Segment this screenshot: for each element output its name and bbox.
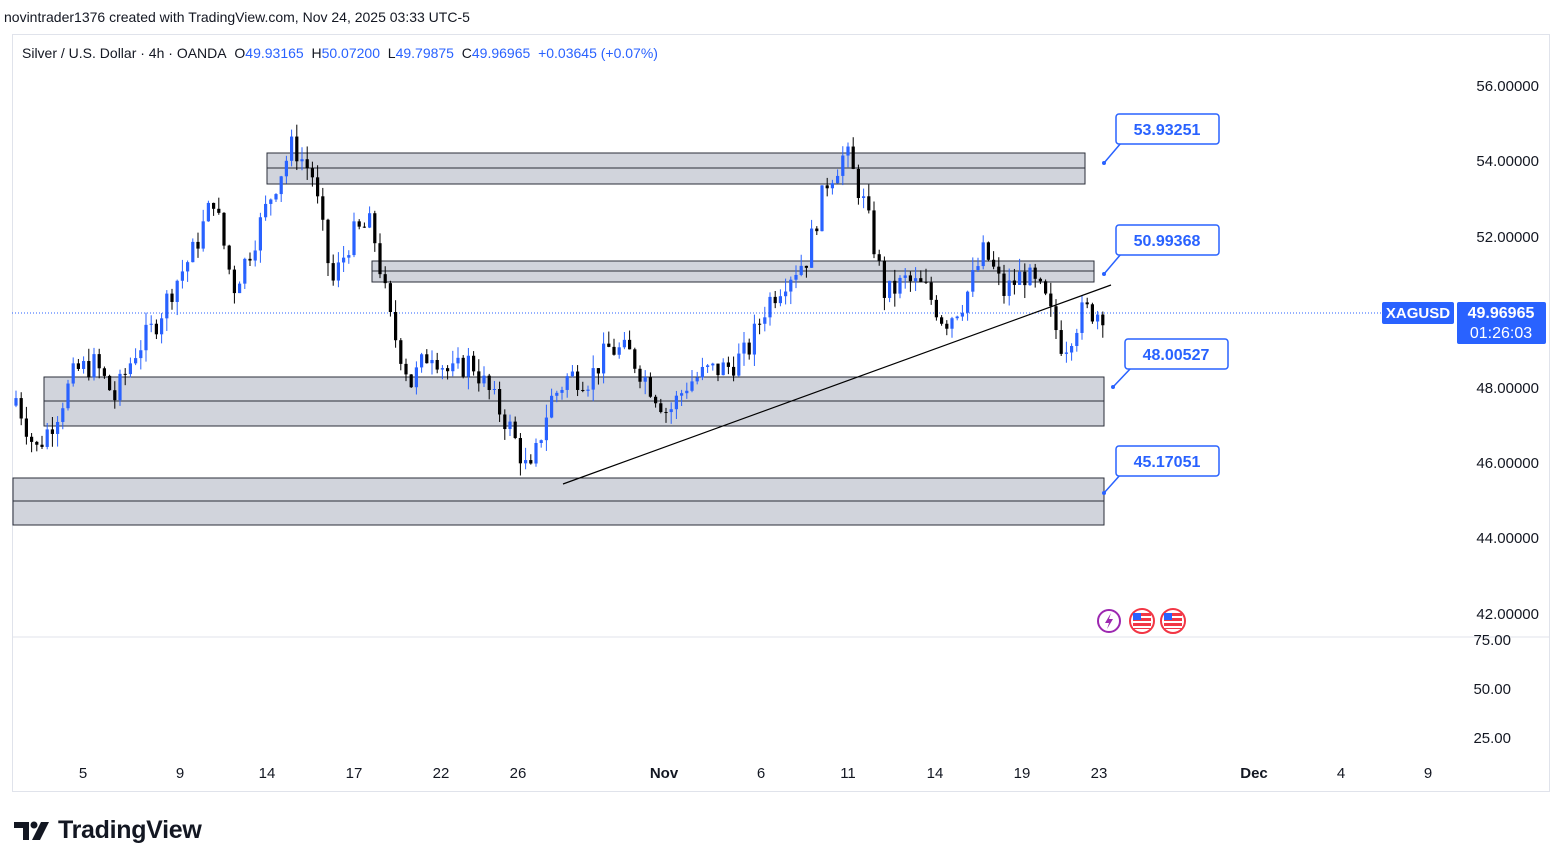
open-label: O (234, 45, 246, 61)
symbol-legend[interactable]: Silver / U.S. Dollar · 4h · OANDA O49.93… (22, 45, 658, 61)
chart-credit: novintrader1376 created with TradingView… (4, 9, 470, 25)
tradingview-logo-icon (14, 821, 49, 840)
close-value: 49.96965 (471, 45, 531, 61)
tradingview-logo-text: TradingView (58, 816, 202, 844)
low-label: L (387, 45, 396, 61)
high-value: 50.07200 (321, 45, 380, 61)
close-label: C (461, 45, 472, 61)
open-value: 49.93165 (245, 45, 304, 61)
symbol-description[interactable]: Silver / U.S. Dollar · 4h · OANDA (22, 45, 227, 61)
high-label: H (311, 45, 322, 61)
low-value: 49.79875 (395, 45, 454, 61)
tradingview-logo[interactable]: TradingView (14, 816, 202, 845)
chart-frame (12, 34, 1550, 792)
change-value: +0.03645 (+0.07%) (538, 45, 658, 61)
